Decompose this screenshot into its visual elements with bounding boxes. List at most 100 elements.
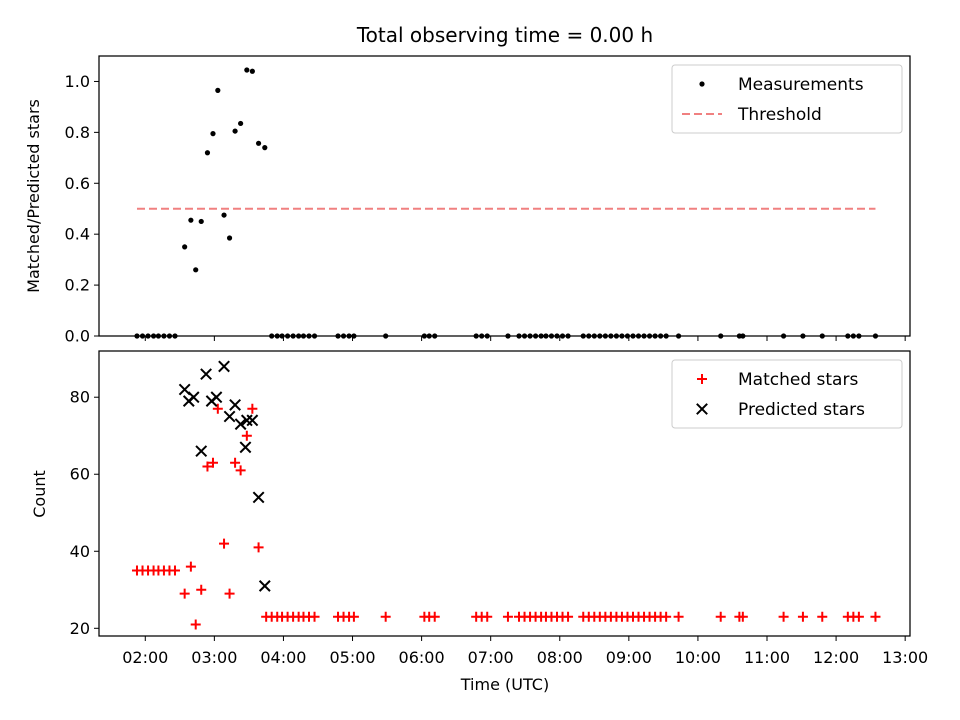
data-point — [232, 128, 238, 134]
data-point — [221, 212, 227, 218]
data-point — [247, 403, 258, 414]
data-point — [185, 561, 196, 572]
data-point — [246, 414, 259, 427]
data-point — [715, 611, 726, 622]
legend-swatch — [699, 81, 705, 87]
data-point — [188, 217, 194, 223]
top-legend: Measurements Threshold — [671, 64, 903, 134]
data-point — [182, 244, 188, 250]
y-tick-label: 0.2 — [65, 276, 90, 295]
data-point — [229, 399, 241, 411]
y-tick-label: 0.4 — [65, 225, 90, 244]
data-point — [230, 457, 241, 468]
x-tick-label: 02:00 — [122, 648, 168, 667]
x-tick-label: 04:00 — [260, 648, 306, 667]
bottom-plot-frame — [98, 350, 911, 637]
data-point — [218, 360, 230, 373]
data-point — [234, 418, 247, 431]
data-point — [238, 120, 244, 127]
y-tick-label: 0.0 — [65, 327, 90, 346]
x-tick-label: 07:00 — [468, 648, 514, 667]
data-point — [870, 611, 881, 622]
legend-box — [671, 359, 903, 429]
x-axis-label: Time (UTC) — [460, 675, 549, 694]
y-tick-label: 0.8 — [65, 123, 90, 142]
data-point — [224, 588, 235, 599]
x-tick-label: 11:00 — [744, 648, 790, 667]
legend-label: Threshold — [737, 105, 822, 125]
legend-entry: Threshold — [682, 105, 822, 125]
series-x — [178, 360, 271, 592]
bottom-y-axis-label: Count — [30, 470, 49, 518]
data-point — [179, 588, 190, 599]
bottom-legend: Matched stars Predicted stars — [671, 359, 903, 429]
legend-entry: Matched stars — [697, 370, 858, 390]
series-plus — [131, 403, 881, 630]
data-point — [502, 611, 513, 622]
top-panel: 0.0 0.2 0.4 0.6 0.8 1.0 Matched/Predicted sta… — [24, 55, 911, 346]
data-point — [380, 611, 391, 622]
y-tick-label: 20 — [70, 619, 90, 638]
data-point — [429, 611, 440, 622]
data-point — [249, 68, 255, 74]
data-point — [661, 611, 672, 622]
bottom-panel: 20 40 60 80 02:00 03:00 04:00 05:00 06:00 07:00 08… — [30, 350, 929, 694]
data-point — [210, 131, 216, 137]
data-point — [187, 391, 200, 404]
data-point — [309, 611, 320, 622]
data-point — [204, 150, 211, 156]
data-point — [235, 465, 246, 476]
y-tick-label: 80 — [70, 388, 90, 407]
y-tick-label: 0.6 — [65, 174, 90, 193]
legend-entry: Predicted stars — [696, 400, 865, 420]
legend-label: Predicted stars — [738, 400, 865, 420]
data-point — [202, 461, 213, 472]
figure-title: Total observing time = 0.00 h — [356, 23, 653, 47]
legend-swatch — [697, 374, 707, 384]
y-tick-label: 40 — [70, 542, 90, 561]
top-plot-frame — [98, 55, 911, 337]
data-point — [210, 391, 223, 404]
bottom-marks — [131, 360, 881, 630]
x-tick-label: 10:00 — [675, 648, 721, 667]
data-point — [853, 611, 864, 622]
data-point — [817, 611, 828, 622]
x-tick-label: 05:00 — [329, 648, 375, 667]
data-point — [482, 611, 493, 622]
data-point — [169, 565, 180, 576]
x-tick-label: 08:00 — [537, 648, 583, 667]
data-point — [200, 368, 212, 381]
data-point — [223, 410, 236, 423]
data-point — [196, 584, 207, 595]
x-tick-label: 12:00 — [813, 648, 859, 667]
data-point — [219, 538, 230, 549]
data-point — [195, 445, 208, 458]
data-point — [673, 611, 684, 622]
data-point — [215, 87, 221, 93]
data-point — [198, 218, 204, 225]
bottom-axis-ticks: 20 40 60 80 02:00 03:00 04:00 05:00 06:00 07:00 08… — [70, 388, 929, 667]
x-tick-label: 13:00 — [882, 648, 928, 667]
top-axis-ticks: 0.0 0.2 0.4 0.6 0.8 1.0 — [65, 72, 906, 346]
data-point — [241, 430, 252, 441]
data-point — [737, 611, 748, 622]
top-y-axis-label: Matched/Predicted stars — [24, 99, 43, 293]
x-tick-label: 09:00 — [606, 648, 652, 667]
data-point — [252, 491, 265, 504]
data-point — [226, 235, 233, 241]
data-point — [348, 611, 359, 622]
data-point — [244, 67, 250, 73]
data-point — [253, 542, 264, 553]
data-point — [563, 611, 574, 622]
data-point — [207, 457, 218, 468]
y-tick-label: 1.0 — [65, 72, 90, 91]
legend-label: Matched stars — [738, 370, 858, 390]
y-tick-label: 60 — [70, 465, 90, 484]
data-point — [255, 140, 262, 146]
data-point — [797, 611, 808, 622]
x-tick-label: 06:00 — [399, 648, 445, 667]
x-tick-label: 03:00 — [191, 648, 237, 667]
data-point — [258, 580, 271, 592]
legend-label: Measurements — [738, 75, 864, 95]
